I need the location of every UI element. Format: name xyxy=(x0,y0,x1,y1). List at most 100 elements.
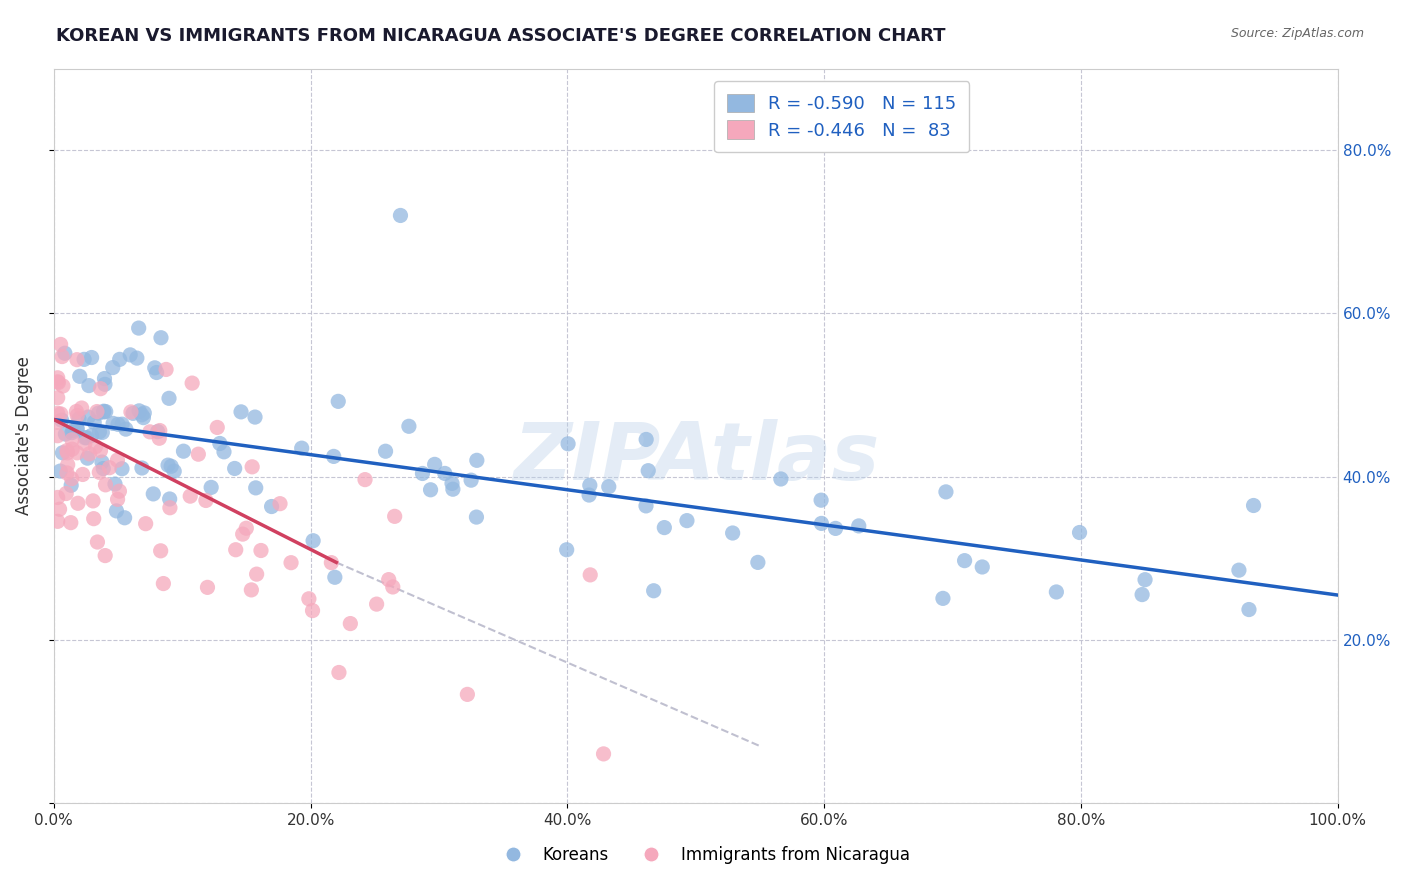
Point xyxy=(77,378,100,392)
Point xyxy=(1227,563,1250,577)
Point xyxy=(67,412,90,426)
Text: Source: ZipAtlas.com: Source: ZipAtlas.com xyxy=(1230,27,1364,40)
Point xyxy=(152,576,174,591)
Point xyxy=(49,337,72,351)
Point xyxy=(105,504,128,518)
Point xyxy=(423,458,446,472)
Point xyxy=(115,422,138,436)
Point xyxy=(82,494,104,508)
Point xyxy=(83,511,105,525)
Point xyxy=(51,350,73,364)
Point xyxy=(250,543,273,558)
Point xyxy=(148,431,170,445)
Point xyxy=(592,747,614,761)
Point xyxy=(86,535,108,549)
Point xyxy=(328,394,350,409)
Point xyxy=(465,453,488,467)
Point xyxy=(441,482,464,496)
Point xyxy=(135,516,157,531)
Point xyxy=(107,492,129,507)
Point xyxy=(634,499,657,513)
Point xyxy=(46,391,69,405)
Point xyxy=(637,464,659,478)
Point xyxy=(66,496,89,510)
Point xyxy=(769,472,792,486)
Point xyxy=(207,420,229,434)
Point xyxy=(411,467,433,481)
Point xyxy=(66,422,89,436)
Point xyxy=(848,519,870,533)
Point xyxy=(460,473,482,487)
Point xyxy=(149,331,172,345)
Point xyxy=(322,450,344,464)
Point xyxy=(80,428,103,442)
Point xyxy=(159,491,181,506)
Point xyxy=(69,369,91,384)
Point xyxy=(134,406,156,420)
Point xyxy=(328,665,350,680)
Point xyxy=(91,425,114,440)
Point xyxy=(73,436,96,450)
Point xyxy=(55,486,77,500)
Point xyxy=(145,366,167,380)
Point xyxy=(598,480,620,494)
Point xyxy=(197,580,219,594)
Point xyxy=(578,488,600,502)
Point xyxy=(159,500,181,515)
Point xyxy=(157,392,180,406)
Point xyxy=(179,489,201,503)
Point xyxy=(953,554,976,568)
Point xyxy=(269,497,291,511)
Point xyxy=(60,472,83,486)
Point xyxy=(107,417,129,432)
Point xyxy=(419,483,441,497)
Point xyxy=(48,376,70,390)
Point xyxy=(91,455,114,469)
Text: ZIPAtlas: ZIPAtlas xyxy=(513,419,879,497)
Point xyxy=(120,348,142,362)
Point xyxy=(810,516,832,531)
Point xyxy=(291,441,314,455)
Point xyxy=(232,527,254,541)
Point xyxy=(75,431,97,445)
Point xyxy=(377,573,399,587)
Point xyxy=(90,382,112,396)
Point xyxy=(212,445,235,459)
Point xyxy=(75,431,97,445)
Point xyxy=(1045,585,1067,599)
Point xyxy=(66,446,89,460)
Point xyxy=(51,413,73,427)
Point xyxy=(83,415,105,429)
Point xyxy=(935,484,957,499)
Point xyxy=(381,580,404,594)
Point xyxy=(72,467,94,482)
Point xyxy=(94,478,117,492)
Point xyxy=(972,560,994,574)
Point xyxy=(48,502,70,516)
Point xyxy=(108,484,131,499)
Point xyxy=(46,491,69,505)
Point xyxy=(128,404,150,418)
Text: KOREAN VS IMMIGRANTS FROM NICARAGUA ASSOCIATE'S DEGREE CORRELATION CHART: KOREAN VS IMMIGRANTS FROM NICARAGUA ASSO… xyxy=(56,27,946,45)
Point xyxy=(53,346,76,360)
Point xyxy=(89,425,111,439)
Point xyxy=(46,415,69,429)
Point xyxy=(104,477,127,491)
Point xyxy=(93,405,115,419)
Point xyxy=(93,371,115,385)
Point xyxy=(1130,588,1153,602)
Point xyxy=(389,209,412,223)
Point xyxy=(94,549,117,563)
Point xyxy=(354,473,377,487)
Point xyxy=(200,480,222,494)
Point xyxy=(243,410,266,425)
Point xyxy=(89,443,111,458)
Legend: Koreans, Immigrants from Nicaragua: Koreans, Immigrants from Nicaragua xyxy=(489,839,917,871)
Point xyxy=(225,542,247,557)
Point xyxy=(1133,573,1156,587)
Point xyxy=(323,570,346,584)
Point xyxy=(56,443,79,458)
Point xyxy=(384,509,406,524)
Point xyxy=(240,459,263,474)
Point xyxy=(578,478,600,492)
